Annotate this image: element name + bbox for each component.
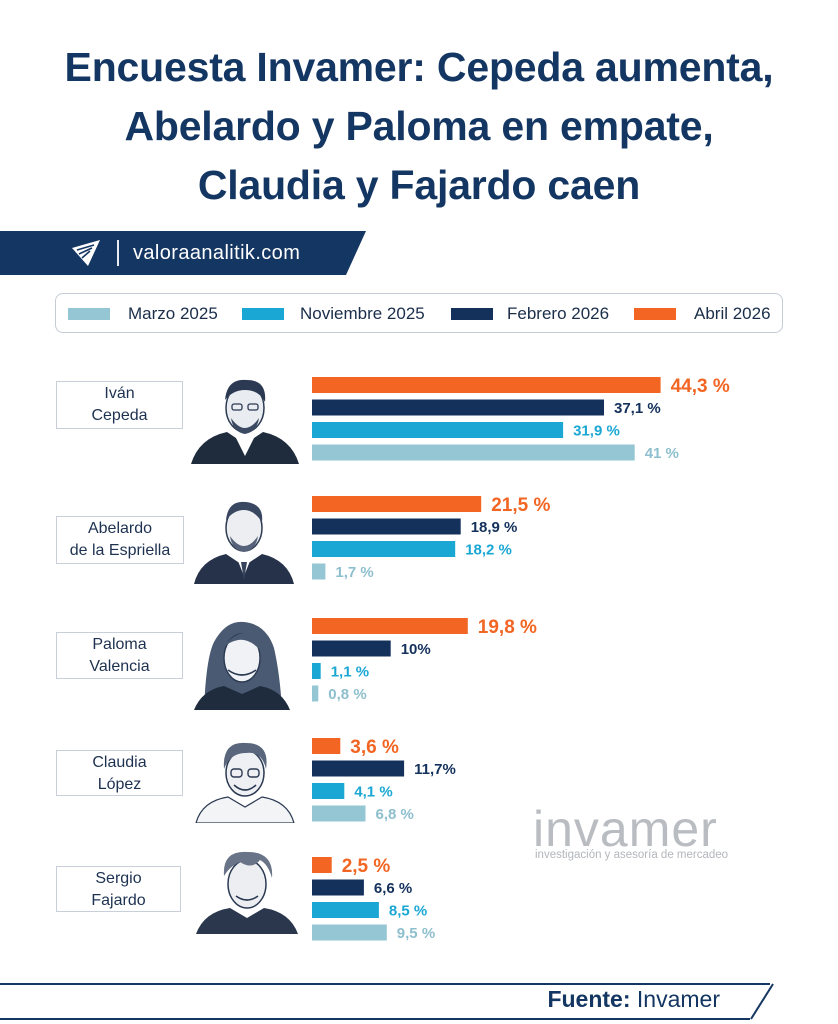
bar-febrero-2026-2 [312,640,391,657]
footer-source: Fuente: Invamer [547,986,720,1013]
candidate-name-line: López [97,776,142,793]
bar-value-label: 18,9 % [471,519,518,536]
bar-value-label: 21,5 % [491,495,550,516]
bar-abril-2026-2 [312,618,468,634]
bar-marzo-2025-4 [312,924,387,941]
page-title: Encuesta Invamer: Cepeda aumenta, Abelar… [0,38,838,215]
title-line-1: Encuesta Invamer: Cepeda aumenta, [64,44,774,90]
brand-site[interactable]: valoraanalitik.com [133,242,301,264]
title-line-2: Abelardo y Paloma en empate, [124,103,714,149]
legend-swatch [242,308,284,320]
bar-noviembre-2025-2 [312,663,321,679]
portrait-valencia-image [194,621,290,710]
candidate-name-line: Sergio [95,870,142,887]
bar-value-label: 6,8 % [376,806,414,823]
portrait-cepeda-image [191,379,299,464]
bar-noviembre-2025-1 [312,541,456,557]
bar-abril-2026-0 [312,377,661,393]
bar-value-label: 3,6 % [350,737,399,758]
bar-value-label: 9,5 % [397,925,435,942]
candidate-label-espriella: Abelardo de la Espriella [56,516,184,564]
candidate-label-cepeda: Iván Cepeda [56,381,183,429]
bar-value-label: 1,7 % [335,564,373,581]
bar-febrero-2026-0 [312,399,604,416]
footer-top-rule [0,983,770,985]
footer-bottom-rule [0,1018,750,1020]
portrait-fajardo-image [196,851,298,934]
portrait-espriella-image [194,501,294,584]
bar-value-label: 2,5 % [342,856,391,877]
bar-value-label: 18,2 % [465,541,512,558]
bar-noviembre-2025-4 [312,902,379,918]
bar-noviembre-2025-0 [312,422,564,438]
brand-separator [117,240,119,266]
bar-value-label: 31,9 % [573,422,620,439]
bar-value-label: 6,6 % [374,880,412,897]
legend-label: Febrero 2026 [507,304,610,323]
bar-value-label: 11,7% [414,761,456,778]
brand-band [0,231,366,275]
candidate-name-line: Fajardo [91,892,146,909]
candidate-label-valencia: Paloma Valencia [56,632,183,679]
title-line-3: Claudia y Fajardo caen [197,162,641,208]
watermark-tagline: investigación y asesoría de mercadeo [535,849,729,861]
chart-legend: Marzo 2025 Noviembre 2025 Febrero 2026 A… [55,293,783,333]
candidate-name-line: Iván [104,385,135,402]
legend-label: Noviembre 2025 [300,304,425,323]
candidate-name-line: Cepeda [91,407,148,424]
invamer-watermark: invamer investigación y asesoría de merc… [533,803,743,873]
bar-value-label: 19,8 % [478,617,537,638]
legend-label: Marzo 2025 [128,304,218,323]
watermark-word: invamer [533,801,718,857]
candidate-name-line: Valencia [89,658,150,675]
bar-value-label: 0,8 % [328,686,366,703]
legend-swatch [634,308,676,320]
bar-marzo-2025-2 [312,685,319,702]
candidate-label-lopez: Claudia López [56,750,183,796]
bar-value-label: 8,5 % [389,902,427,919]
bar-febrero-2026-4 [312,879,364,896]
valora-logo-icon [72,240,100,266]
footer-corner [750,983,774,1020]
candidate-name-line: Claudia [92,754,147,771]
bar-value-label: 1,1 % [331,663,369,680]
bar-value-label: 4,1 % [354,783,392,800]
bar-febrero-2026-3 [312,760,405,777]
bar-value-label: 41 % [645,445,679,462]
legend-swatch [68,308,110,320]
bar-abril-2026-4 [312,857,332,873]
bar-abril-2026-1 [312,496,482,512]
footer-source-name: Invamer [636,986,720,1012]
portrait-lopez-image [195,742,295,823]
bar-noviembre-2025-3 [312,783,345,799]
legend-label: Abril 2026 [694,304,771,323]
legend-swatch [451,308,493,320]
bar-marzo-2025-1 [312,563,326,580]
bar-value-label: 37,1 % [614,400,661,417]
candidate-name-line: Paloma [92,636,147,653]
bar-marzo-2025-0 [312,444,635,461]
bar-marzo-2025-3 [312,805,366,822]
bar-value-label: 44,3 % [671,376,730,397]
footer-source-label: Fuente: [547,986,631,1012]
candidate-name-line: de la Espriella [69,542,171,559]
bar-value-label: 10% [401,641,431,658]
bar-abril-2026-3 [312,738,341,754]
bar-febrero-2026-1 [312,518,461,535]
candidate-name-line: Abelardo [87,520,153,537]
candidate-label-fajardo: Sergio Fajardo [56,866,181,912]
